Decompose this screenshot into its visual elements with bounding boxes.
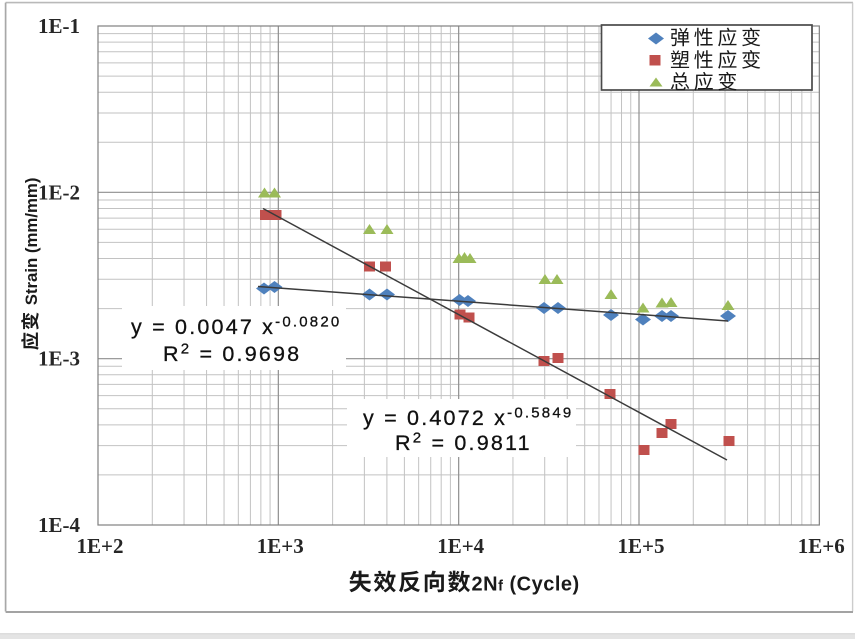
svg-text:1E+6: 1E+6 xyxy=(798,534,845,558)
svg-text:y = 0.4072 x-0.5849: y = 0.4072 x-0.5849 xyxy=(363,405,573,431)
svg-text:1E-3: 1E-3 xyxy=(38,347,80,371)
svg-text:1E-2: 1E-2 xyxy=(38,180,80,204)
svg-text:1E+4: 1E+4 xyxy=(437,534,484,558)
svg-text:R2 = 0.9811: R2 = 0.9811 xyxy=(395,430,532,456)
svg-text:1E+2: 1E+2 xyxy=(77,534,124,558)
svg-text:2Nf (Cycle): 2Nf (Cycle) xyxy=(472,574,580,596)
svg-text:1E-4: 1E-4 xyxy=(38,513,81,537)
svg-text:1E+3: 1E+3 xyxy=(257,534,304,558)
svg-text:R2 = 0.9698: R2 = 0.9698 xyxy=(163,341,301,367)
svg-text:1E-1: 1E-1 xyxy=(38,14,80,38)
svg-text:1E+5: 1E+5 xyxy=(618,534,665,558)
svg-text:Strain (mm/mm): Strain (mm/mm) xyxy=(22,178,41,306)
